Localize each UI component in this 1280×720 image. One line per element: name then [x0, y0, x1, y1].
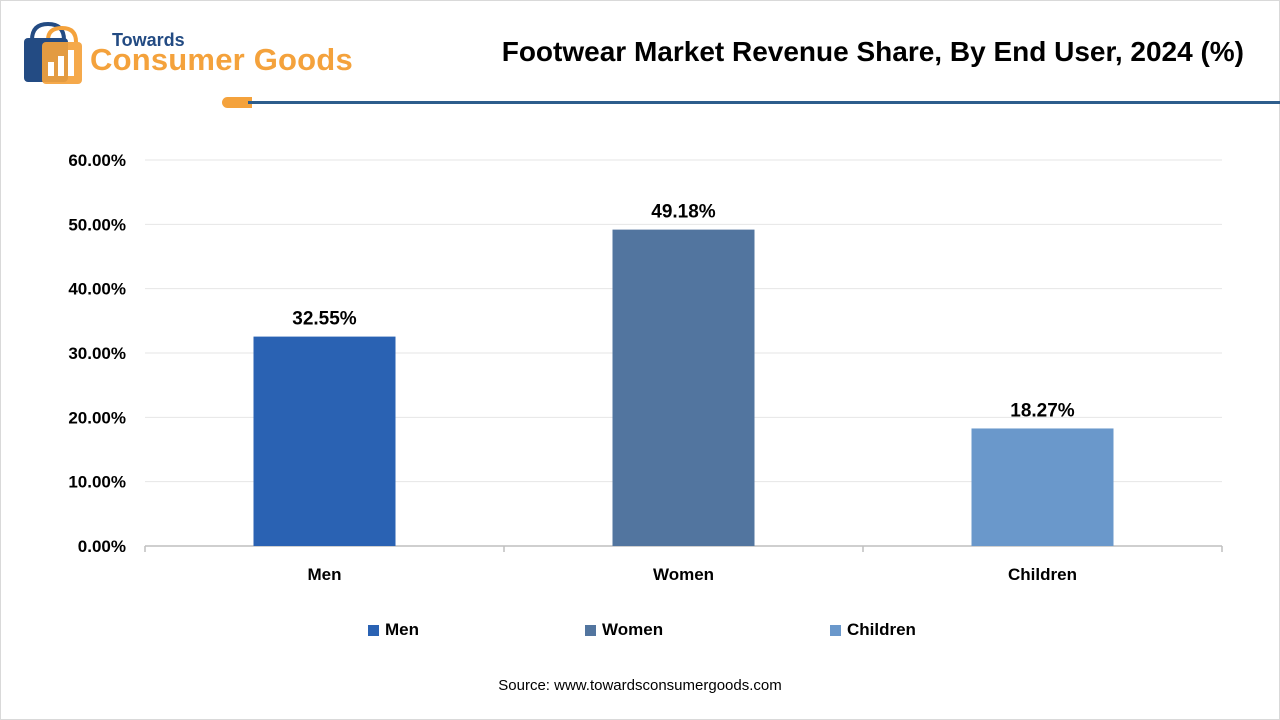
- source-note: Source: www.towardsconsumergoods.com: [498, 677, 782, 694]
- bar-women: [612, 229, 755, 546]
- y-tick-label: 40.00%: [68, 280, 126, 299]
- chart-title: Footwear Market Revenue Share, By End Us…: [501, 36, 1244, 67]
- data-label: 49.18%: [651, 202, 716, 223]
- y-tick-label: 20.00%: [68, 408, 126, 427]
- brand-logo: Towards Consumer Goods: [18, 18, 378, 88]
- legend-label: Men: [385, 620, 419, 639]
- y-tick-label: 0.00%: [78, 537, 126, 556]
- legend-item-women: Women: [585, 620, 663, 640]
- bar-children: [971, 428, 1114, 546]
- legend-swatch: [368, 624, 379, 636]
- y-tick-label: 10.00%: [68, 473, 126, 492]
- legend-item-men: Men: [368, 620, 419, 640]
- data-label: 18.27%: [1010, 400, 1075, 421]
- y-tick-label: 50.00%: [68, 215, 126, 234]
- logo-text-towards: Towards: [112, 30, 185, 50]
- legend-item-children: Children: [830, 620, 916, 640]
- x-tick-label: Women: [653, 565, 714, 584]
- data-label: 32.55%: [292, 309, 357, 330]
- legend: Men Women Children: [0, 620, 1280, 644]
- y-tick-label: 60.00%: [68, 151, 126, 170]
- title-rule-tab: [222, 97, 252, 108]
- x-tick-label: Men: [308, 565, 342, 584]
- logo-text-consumer-goods: Consumer Goods: [90, 42, 353, 77]
- bar-men: [253, 336, 396, 546]
- y-tick-label: 30.00%: [68, 344, 126, 363]
- x-tick-label: Children: [1008, 565, 1077, 584]
- legend-swatch: [830, 624, 841, 636]
- legend-label: Women: [602, 620, 664, 639]
- legend-label: Children: [847, 620, 916, 639]
- shopping-bag-icon: [24, 21, 82, 84]
- title-rule: [248, 101, 1280, 104]
- legend-swatch: [585, 624, 596, 636]
